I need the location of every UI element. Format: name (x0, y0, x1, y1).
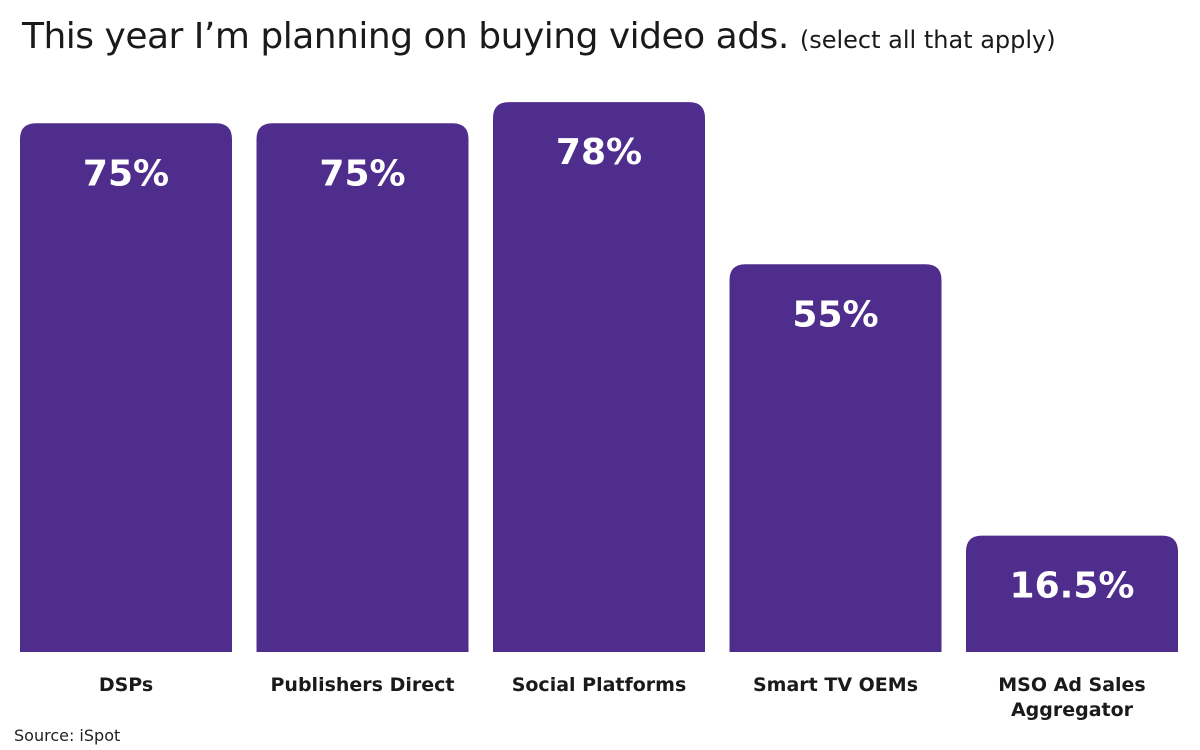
source-note: Source: iSpot (14, 726, 121, 745)
category-label-3: Smart TV OEMs (753, 674, 918, 696)
category-label-0: DSPs (99, 674, 153, 696)
chart-subtitle: (select all that apply) (799, 26, 1056, 54)
bar-1 (256, 123, 469, 652)
bar-value-label-3: 55% (792, 294, 878, 335)
bar-2 (493, 102, 705, 653)
chart-title: This year I’m planning on buying video a… (22, 16, 789, 57)
bar-value-label-1: 75% (319, 153, 405, 194)
category-label-4-line-0: MSO Ad Sales (998, 674, 1146, 696)
bar-value-label-2: 78% (556, 132, 642, 173)
bar-3 (729, 264, 942, 652)
bar-value-label-0: 75% (83, 153, 169, 194)
category-label-4-line-1: Aggregator (1011, 699, 1134, 721)
bar-value-label-4: 16.5% (1010, 566, 1135, 607)
bar-0 (20, 123, 232, 652)
category-label-1: Publishers Direct (271, 674, 455, 696)
bar-4 (966, 535, 1178, 652)
category-label-2: Social Platforms (512, 674, 687, 696)
chart-title-block: This year I’m planning on buying video a… (22, 16, 1056, 57)
